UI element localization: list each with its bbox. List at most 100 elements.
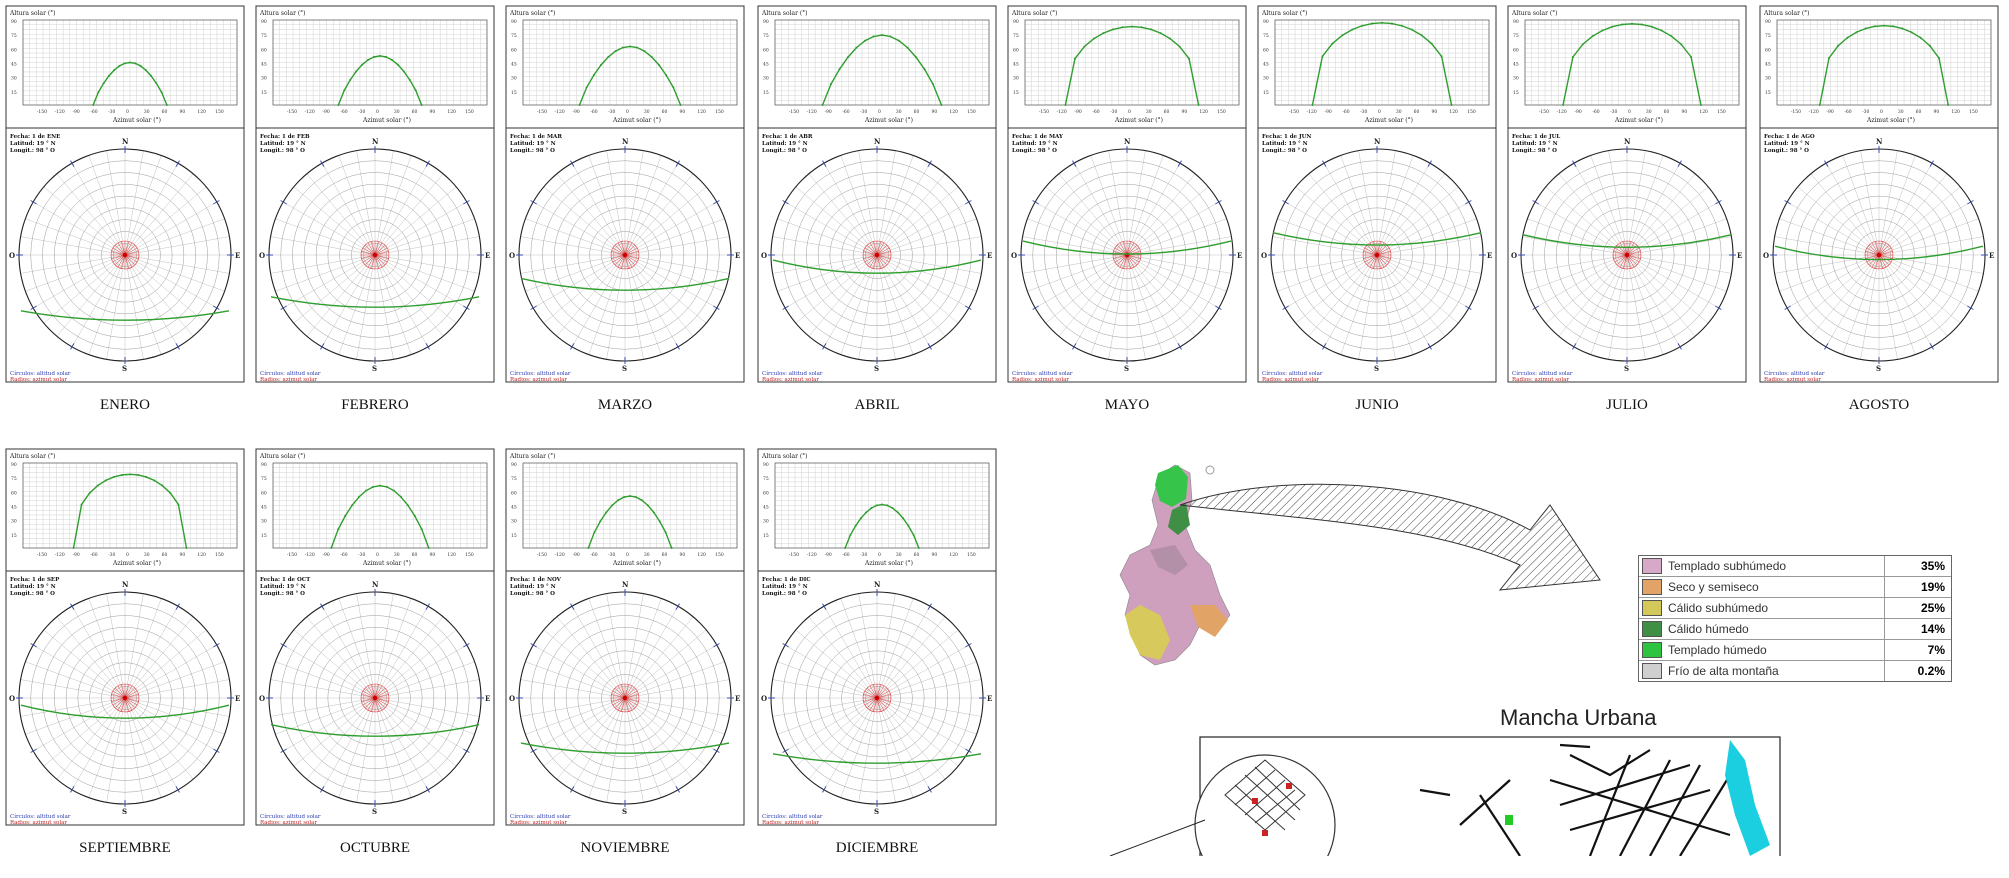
month-label: ENERO: [100, 397, 150, 413]
svg-text:30: 30: [11, 76, 17, 82]
altitude-axis-title: Altura solar (°): [259, 10, 306, 17]
svg-text:120: 120: [1449, 109, 1458, 115]
svg-text:75: 75: [261, 476, 267, 482]
svg-text:120: 120: [697, 552, 706, 558]
polar-legend-radios: Radios: azimut solar: [10, 820, 67, 826]
svg-text:-120: -120: [1057, 109, 1067, 115]
svg-text:15: 15: [261, 90, 267, 96]
svg-text:150: 150: [967, 109, 976, 115]
polar-legend-radios: Radios: azimut solar: [1262, 377, 1319, 383]
svg-text:90: 90: [1432, 109, 1438, 115]
svg-text:-90: -90: [323, 552, 330, 558]
month-label: DICIEMBRE: [835, 840, 919, 856]
sun-path-polar-arc: [520, 742, 730, 754]
svg-text:75: 75: [1263, 33, 1269, 39]
svg-text:-60: -60: [1342, 109, 1349, 115]
sun-path-polar-arc: [1774, 245, 1984, 261]
svg-text:-30: -30: [1360, 109, 1367, 115]
chart-info-line: Latitud: 19 ° N: [260, 141, 306, 147]
altitude-axis-title: Altura solar (°): [761, 10, 808, 17]
svg-text:-120: -120: [555, 109, 565, 115]
chart-info-line: Longit.: 98 ° O: [1764, 148, 1809, 154]
cardinal-south: S: [1124, 364, 1129, 373]
azimuth-axis-title: Azimut solar (°): [112, 560, 161, 567]
svg-text:90: 90: [180, 552, 186, 558]
svg-text:120: 120: [1951, 109, 1960, 115]
svg-text:60: 60: [1164, 109, 1170, 115]
svg-text:90: 90: [261, 19, 267, 25]
polar-legend-circles: Círculos: altitud solar: [10, 370, 71, 377]
solar-chart-abril: Altura solar (°) 90 75 60 45 30 15 -150 -120 -90 -…: [757, 5, 997, 435]
svg-text:-120: -120: [305, 109, 315, 115]
cardinal-west: O: [1261, 251, 1267, 260]
svg-text:150: 150: [1217, 109, 1226, 115]
svg-text:30: 30: [1013, 76, 1019, 82]
cardinal-south: S: [622, 364, 627, 373]
svg-text:0: 0: [626, 109, 629, 115]
svg-text:120: 120: [949, 109, 958, 115]
svg-text:75: 75: [1513, 33, 1519, 39]
cardinal-east: E: [735, 251, 740, 260]
hatched-arrow: [1179, 483, 1601, 591]
svg-text:-120: -120: [1557, 109, 1567, 115]
cardinal-east: E: [987, 694, 992, 703]
svg-text:-30: -30: [1862, 109, 1869, 115]
altitude-axis-title: Altura solar (°): [259, 453, 306, 460]
sun-path-polar-arc: [1022, 240, 1232, 255]
cardinal-east: E: [1237, 251, 1242, 260]
svg-text:-60: -60: [90, 109, 97, 115]
svg-text:150: 150: [1969, 109, 1978, 115]
cardinal-north: N: [1624, 137, 1631, 146]
svg-text:15: 15: [1263, 90, 1269, 96]
altitude-axis-title: Altura solar (°): [9, 453, 56, 460]
cardinal-north: N: [874, 137, 881, 146]
svg-text:120: 120: [949, 552, 958, 558]
svg-text:90: 90: [1682, 109, 1688, 115]
cardinal-east: E: [235, 694, 240, 703]
svg-text:0: 0: [1880, 109, 1883, 115]
chart-info-line: Latitud: 19 ° N: [10, 584, 56, 590]
chart-info-line: Longit.: 98 ° O: [1512, 148, 1557, 154]
svg-text:-120: -120: [1307, 109, 1317, 115]
cardinal-east: E: [987, 251, 992, 260]
cardinal-south: S: [122, 807, 127, 816]
chart-info-line: Longit.: 98 ° O: [10, 148, 55, 154]
legend-climate-name: Cálido subhúmedo: [1668, 601, 1769, 615]
svg-text:0: 0: [1128, 109, 1131, 115]
svg-text:60: 60: [11, 47, 17, 53]
cardinal-south: S: [622, 807, 627, 816]
cardinal-north: N: [372, 580, 379, 589]
svg-text:30: 30: [896, 552, 902, 558]
legend-swatch: [1642, 642, 1662, 658]
polar-legend-circles: Círculos: altitud solar: [1012, 370, 1073, 377]
svg-text:-150: -150: [37, 552, 47, 558]
cardinal-north: N: [1876, 137, 1883, 146]
svg-text:-30: -30: [108, 552, 115, 558]
svg-text:15: 15: [511, 533, 517, 539]
chart-info-line: Latitud: 19 ° N: [1262, 141, 1308, 147]
altitude-axis-title: Altura solar (°): [1011, 10, 1058, 17]
chart-info-line: Longit.: 98 ° O: [10, 591, 55, 597]
azimuth-axis-title: Azimut solar (°): [1614, 117, 1663, 124]
svg-text:60: 60: [162, 109, 168, 115]
month-label: OCTUBRE: [339, 840, 410, 856]
polar-legend-circles: Círculos: altitud solar: [260, 813, 321, 820]
svg-text:-120: -120: [305, 552, 315, 558]
svg-text:30: 30: [644, 552, 650, 558]
chart-info-line: Longit.: 98 ° O: [260, 591, 305, 597]
svg-text:0: 0: [126, 552, 129, 558]
svg-text:-90: -90: [573, 109, 580, 115]
cardinal-west: O: [9, 694, 15, 703]
svg-text:-90: -90: [73, 552, 80, 558]
svg-text:0: 0: [376, 552, 379, 558]
svg-text:30: 30: [763, 76, 769, 82]
legend-swatch: [1642, 621, 1662, 637]
svg-text:90: 90: [1263, 19, 1269, 25]
polar-legend-radios: Radios: azimut solar: [510, 820, 567, 826]
svg-text:-120: -120: [555, 552, 565, 558]
svg-text:-150: -150: [1289, 109, 1299, 115]
azimuth-axis-title: Azimut solar (°): [362, 560, 411, 567]
svg-text:30: 30: [896, 109, 902, 115]
svg-text:-60: -60: [1092, 109, 1099, 115]
svg-text:90: 90: [680, 552, 686, 558]
